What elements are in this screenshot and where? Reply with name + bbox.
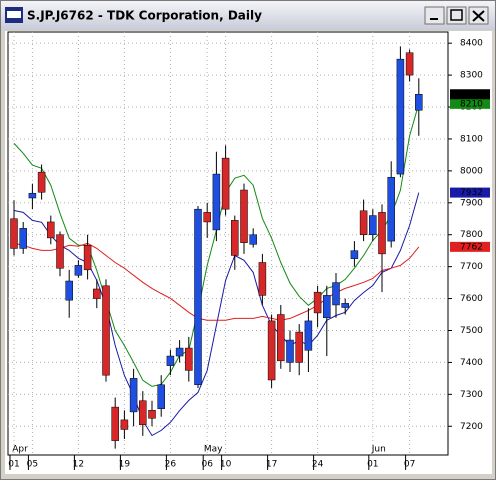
y-tick-label: 8400 [460, 39, 483, 49]
window-buttons[interactable] [424, 6, 489, 25]
y-tick-label: 7200 [460, 422, 483, 432]
candle-body [304, 320, 313, 351]
x-tick-label: 06 [201, 460, 213, 470]
month-label: May [204, 445, 223, 455]
plot-frame [7, 31, 449, 456]
y-tick-label: 8100 [460, 134, 483, 144]
price-box [450, 89, 490, 100]
y-tick-label: 8000 [460, 166, 483, 176]
candle-body [148, 410, 156, 419]
candle-body [65, 280, 73, 301]
candle-body [129, 378, 138, 413]
candle-body [194, 208, 202, 386]
close-icon [472, 10, 485, 22]
x-tick-label: 24 [312, 460, 324, 470]
x-tick-label: 26 [165, 460, 177, 470]
candle-body [387, 177, 395, 242]
x-tick-label: 01 [367, 460, 378, 470]
y-tick-label: 8300 [460, 71, 483, 81]
price-box [450, 187, 490, 198]
candle-body [203, 212, 211, 223]
candle-body [111, 406, 119, 441]
price-box-label: 8210 [460, 99, 483, 109]
candle-body [286, 339, 294, 363]
candle-body [56, 234, 64, 269]
candle-body [258, 262, 267, 296]
x-tick-label: 19 [119, 460, 131, 470]
candle-body [37, 171, 46, 193]
x-tick-label: 07 [404, 460, 415, 470]
candle-body [175, 347, 184, 357]
minimize-button[interactable] [424, 6, 445, 25]
window-title: S.JP.J6762 - TDK Corporation, Daily [27, 9, 262, 23]
candle-body [10, 218, 18, 249]
candle-body [240, 189, 248, 243]
candle-body [47, 221, 55, 239]
candle-body [231, 220, 239, 256]
app-icon-band [7, 11, 21, 18]
y-tick-label: 7800 [460, 230, 483, 240]
candle-body [212, 173, 221, 231]
candle-body [332, 282, 340, 306]
candle-body [28, 192, 37, 199]
candle-body [405, 52, 414, 76]
price-box-label: 7762 [460, 242, 483, 252]
price-box [450, 98, 490, 109]
y-tick-label: 7400 [460, 358, 483, 368]
candle-body [249, 234, 257, 245]
candle-body [120, 419, 129, 430]
candle-body [295, 331, 303, 363]
x-tick-label: 01 [8, 460, 19, 470]
y-tick-label: 7700 [460, 262, 483, 272]
candle-body [378, 212, 386, 255]
x-tick-label: 12 [73, 460, 84, 470]
candle-body [323, 295, 331, 318]
candle-body [277, 314, 285, 362]
price-box [450, 241, 490, 252]
x-tick-label: 17 [266, 460, 277, 470]
candle-body [74, 265, 83, 276]
candle-body [350, 250, 359, 259]
title-bar [1, 1, 495, 30]
y-tick-label: 7900 [460, 198, 483, 208]
candle-body [313, 291, 322, 314]
candle-body [369, 215, 377, 235]
price-box-label: 7932 [460, 188, 483, 198]
price-box-label: 8240 [460, 90, 483, 100]
candle-body [221, 157, 230, 210]
y-tick-label: 7300 [460, 390, 483, 400]
month-label: Apr [12, 445, 28, 455]
x-tick-label: 10 [220, 460, 232, 470]
x-tick-label: 05 [27, 460, 38, 470]
candle-body [185, 347, 193, 371]
candle-body [359, 210, 368, 235]
candle-body [102, 285, 110, 376]
candle-body [267, 320, 276, 381]
maximize-icon [450, 9, 463, 21]
candle-body [93, 288, 101, 299]
candle-body [396, 58, 405, 175]
plot [10, 46, 423, 449]
month-label: Jun [371, 445, 386, 455]
line-series [13, 242, 420, 321]
candle-body [19, 228, 27, 249]
y-tick-label: 7500 [460, 326, 483, 336]
y-tick-label: 7600 [460, 294, 483, 304]
candle-body [139, 400, 147, 425]
line-series [13, 192, 420, 437]
candle-body [415, 94, 423, 111]
axes: 7200 7300 7400 7500 7600 7700 7800 7900 8000 8100… [8, 39, 490, 470]
candle-body [341, 303, 349, 308]
candle-body [83, 245, 92, 271]
candle-body [166, 355, 175, 366]
candle-body [157, 384, 165, 409]
